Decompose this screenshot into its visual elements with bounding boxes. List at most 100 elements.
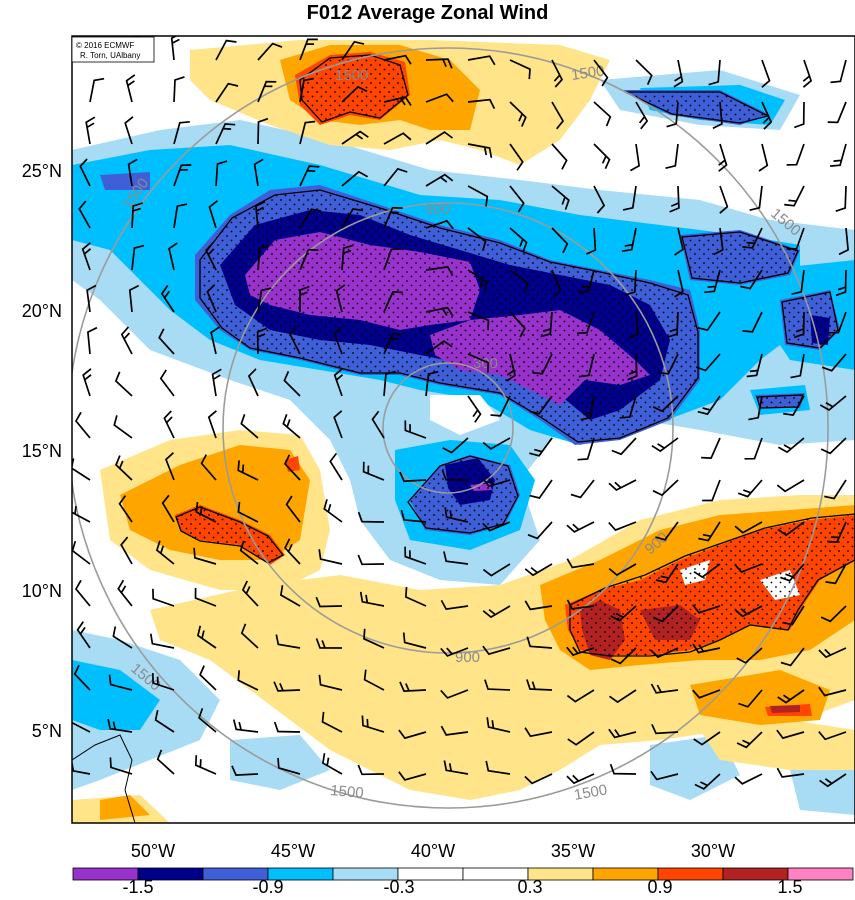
wind-barb	[758, 143, 769, 172]
wind-barb	[650, 683, 679, 694]
wind-barb	[86, 284, 97, 313]
wind-barb	[383, 248, 402, 271]
wind-barb	[551, 101, 565, 130]
wind-barb	[742, 227, 763, 249]
wind-barb	[467, 143, 493, 158]
wind-barb	[509, 143, 524, 171]
wind-barb	[467, 55, 496, 66]
wind-barb	[333, 368, 344, 397]
wind-barb	[791, 269, 805, 296]
wind-barb	[193, 547, 217, 565]
wind-barb	[524, 773, 553, 785]
wind-barb	[509, 185, 525, 213]
wind-barb	[273, 681, 301, 692]
stippling	[175, 54, 855, 657]
wind-barb	[566, 558, 595, 569]
wind-barb	[76, 621, 91, 649]
wind-barb	[577, 437, 595, 461]
wind-barb	[551, 185, 570, 210]
wind-barb	[540, 311, 553, 338]
wind-barb	[425, 306, 454, 317]
wind-barb	[131, 202, 144, 229]
wind-barb	[825, 563, 847, 585]
wind-barb	[482, 437, 511, 450]
colorbar	[72, 867, 854, 881]
wind-barb	[383, 132, 412, 145]
wind-barb	[693, 563, 721, 579]
wind-barb	[237, 670, 259, 691]
wind-barb	[425, 131, 454, 145]
wind-barb	[237, 501, 259, 523]
wind-barb	[651, 437, 679, 453]
wind-barb	[621, 227, 637, 253]
wind-barb	[718, 143, 728, 172]
wind-barb	[247, 368, 259, 397]
wind-barb	[211, 368, 222, 397]
wind-barb	[608, 728, 637, 739]
wind-barb	[652, 395, 679, 413]
wind-barb	[149, 633, 175, 649]
wind-barb	[404, 420, 427, 439]
wind-barb	[485, 760, 511, 775]
wind-barb	[761, 101, 773, 130]
wind-barb	[333, 326, 343, 355]
wind-barb	[529, 437, 553, 457]
wind-barb	[86, 326, 98, 355]
wind-barb	[127, 158, 138, 187]
latitude-labels: 25°N 20°N 15°N 10°N 5°N	[22, 161, 62, 741]
wind-barb	[694, 773, 721, 790]
wind-barb	[697, 395, 721, 416]
wind-barb	[232, 719, 259, 733]
wind-barb	[357, 554, 385, 566]
wind-barb	[820, 437, 847, 455]
wind-barb	[78, 200, 91, 229]
credit-line: R. Torn, UAlbany	[80, 51, 140, 60]
wind-barb	[399, 471, 427, 483]
wind-barb	[776, 729, 805, 740]
wind-barb	[239, 540, 259, 565]
wind-barb	[404, 546, 427, 565]
wind-barb	[737, 479, 763, 498]
wind-barb	[425, 93, 454, 103]
wind-barb	[257, 42, 283, 61]
wind-barb	[173, 76, 185, 103]
wind-barb	[658, 353, 679, 375]
wind-barb	[440, 725, 469, 736]
lat-label: 25°N	[22, 161, 62, 181]
wind-barb	[72, 501, 91, 523]
wind-barb	[794, 101, 805, 129]
wind-barb	[526, 636, 553, 649]
wind-barb	[734, 605, 763, 618]
wind-barb	[697, 311, 721, 332]
wind-barb	[828, 311, 847, 334]
shaded-fields: 300 900 900 900 1500 1500 1500 1500 1500…	[72, 36, 855, 823]
wind-barb	[576, 311, 595, 335]
wind-barb	[283, 371, 301, 397]
wind-barb	[749, 185, 763, 212]
wind-barb	[610, 647, 637, 665]
wind-barb	[159, 369, 175, 397]
wind-barb	[713, 227, 724, 256]
wind-barb	[748, 395, 763, 421]
wind-barb	[673, 59, 684, 88]
wind-barb	[444, 507, 469, 523]
wind-barb	[666, 101, 679, 128]
ring-label: 900	[455, 649, 480, 666]
wind-barb	[655, 563, 679, 584]
wind-barb	[194, 755, 217, 775]
wind-barb	[357, 764, 385, 776]
wind-barb	[509, 269, 529, 293]
wind-barb	[835, 269, 847, 297]
wind-barb	[425, 173, 454, 187]
wind-barb	[467, 185, 489, 207]
wind-barb	[529, 479, 553, 499]
wind-barb	[780, 647, 805, 667]
wind-barb	[819, 395, 847, 412]
coastline	[72, 734, 136, 823]
wind-barb	[650, 770, 679, 781]
colorbar-label: 0.3	[517, 877, 542, 897]
wind-barb	[655, 521, 679, 541]
wind-barb	[585, 227, 597, 255]
wind-barb	[566, 773, 595, 785]
wind-barb	[467, 227, 487, 252]
